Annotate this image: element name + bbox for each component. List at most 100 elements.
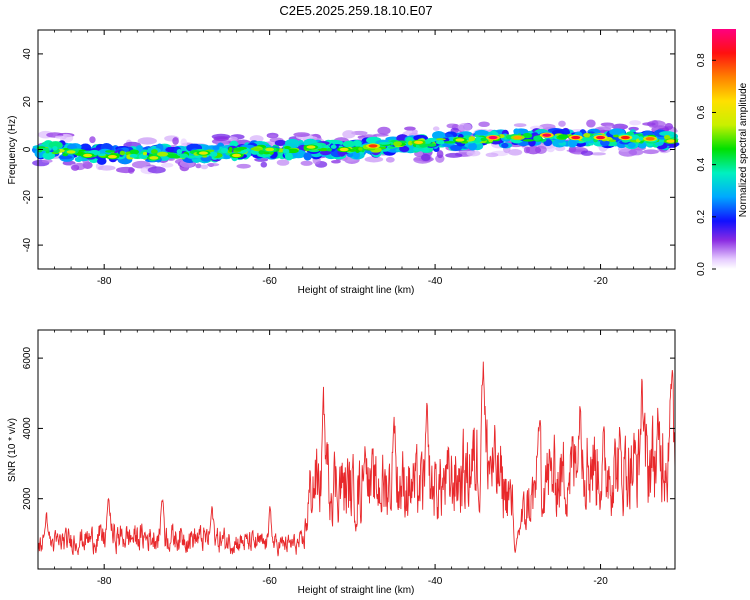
spectral-cell (293, 132, 310, 137)
spectral-cell (303, 152, 312, 161)
spectral-cell (129, 153, 138, 158)
y-tick-label: 0 (22, 146, 33, 152)
spectral-cell (331, 160, 341, 164)
spectral-cell (300, 160, 313, 166)
spectral-cell (89, 136, 96, 144)
spectral-cell (437, 140, 445, 145)
spectral-cell (200, 164, 209, 170)
colorbar-gradient (712, 29, 736, 269)
y-tick-label: 6000 (22, 347, 33, 370)
colorbar-tick-label: 0.0 (696, 262, 707, 276)
spectral-cell (97, 157, 107, 165)
spectral-hotspot (265, 147, 275, 152)
spectral-hotspot (198, 151, 208, 155)
spectral-cell (586, 119, 596, 128)
spectral-hotspot (306, 145, 316, 149)
spectrogram-x-axis: -80 -60 -40 -20 (37, 30, 668, 287)
spectral-cell (332, 140, 344, 146)
spectrogram-y-axis: -40 -20 0 20 40 (22, 48, 675, 252)
spectral-cell (105, 150, 116, 153)
spectral-hotspot (232, 153, 242, 158)
colorbar-tick-label: 0.4 (696, 157, 707, 171)
spectral-hotspot (66, 150, 76, 154)
spectral-cell (388, 146, 395, 149)
spectral-cell (221, 147, 229, 154)
spectral-hotspot (620, 135, 630, 140)
spectral-cell (364, 156, 384, 163)
spectral-cell (176, 148, 183, 155)
spectral-cell (378, 142, 391, 145)
spectral-cell (468, 142, 477, 151)
spectral-cell (404, 126, 416, 131)
colorbar-label: Normalized spectral amplitude (738, 82, 749, 217)
spectral-cell (282, 148, 290, 154)
spectral-hotspot (542, 133, 552, 137)
spectral-hotspot (571, 135, 581, 140)
spectral-cell (664, 122, 674, 131)
snr-y-label: SNR (10 * v/v) (7, 418, 18, 482)
spectral-cell (138, 153, 149, 159)
spectral-cell (457, 122, 472, 132)
spectral-cell (317, 147, 329, 152)
spectral-cell (408, 140, 413, 146)
snr-series-line (38, 361, 675, 557)
spectral-cell (42, 151, 56, 160)
spectral-cell (284, 146, 291, 150)
spectral-cell (583, 133, 591, 138)
spectral-hotspot (645, 137, 655, 141)
spectral-cell (385, 156, 395, 163)
spectral-hotspot (107, 154, 117, 159)
x-tick-label: -20 (593, 576, 608, 587)
spectral-cell (659, 131, 676, 137)
spectral-cell (97, 153, 106, 157)
spectral-cell (58, 155, 73, 160)
y-tick-label: 20 (22, 96, 33, 108)
spectral-cell (48, 141, 63, 149)
spectral-cell (568, 139, 578, 148)
spectral-cell (228, 146, 233, 153)
spectral-cell (250, 147, 260, 151)
spectral-cell (319, 150, 332, 156)
x-tick-label: -40 (428, 276, 443, 287)
spectral-cell (178, 153, 189, 159)
spectral-cell (284, 152, 293, 161)
spectral-cell (399, 145, 410, 153)
spectral-cell (167, 153, 178, 159)
spectral-cell (436, 150, 444, 159)
spectral-cell (608, 139, 617, 142)
y-tick-label: -40 (22, 237, 33, 252)
colorbar-tick-label: 0.8 (696, 53, 707, 67)
spectral-cell (160, 162, 174, 168)
spectral-hotspot (488, 135, 498, 140)
spectral-hotspot (83, 153, 93, 158)
spectral-cell (663, 134, 671, 140)
chart-title: C2E5.2025.259.18.10.E07 (279, 3, 432, 18)
spectral-cell (287, 148, 299, 154)
spectrogram-y-label: Frequency (Hz) (7, 116, 18, 185)
y-tick-label: -20 (22, 190, 33, 205)
spectral-cell (40, 147, 50, 152)
y-tick-label: 4000 (22, 417, 33, 440)
spectral-cell (74, 156, 83, 163)
spectral-cell (377, 126, 391, 135)
colorbar: 0.0 0.2 0.4 0.6 0.8 Normalized spectral ampl… (696, 29, 749, 276)
spectral-hotspot (149, 156, 159, 160)
spectrogram-panel: -80 -60 -40 -20 -40 -20 0 20 40 Height of strai… (7, 29, 680, 296)
spectral-cell (151, 149, 158, 155)
spectral-cell (206, 163, 220, 167)
spectral-cell (232, 147, 245, 151)
snr-x-label: Height of straight line (km) (298, 585, 415, 596)
spectral-cell (258, 150, 265, 155)
spectral-cell (590, 152, 606, 156)
spectral-cell (432, 126, 440, 131)
spectral-cell (480, 137, 487, 142)
spectral-cell (135, 145, 143, 151)
spectral-cell (466, 150, 481, 157)
spectral-cell (432, 131, 446, 140)
y-tick-label: 2000 (22, 487, 33, 510)
spectral-cell (444, 141, 456, 144)
spectral-cell (580, 150, 594, 156)
spectral-cell (445, 152, 463, 158)
x-tick-label: -80 (97, 576, 112, 587)
spectral-cell (393, 141, 402, 147)
